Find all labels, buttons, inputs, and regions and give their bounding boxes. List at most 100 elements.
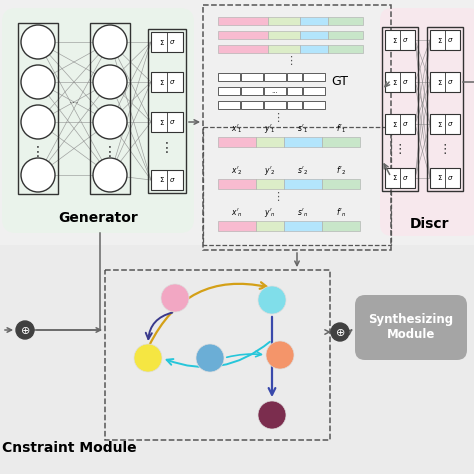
Bar xyxy=(218,179,256,189)
Circle shape xyxy=(258,401,286,429)
Text: Generator: Generator xyxy=(58,211,138,225)
Bar xyxy=(385,30,415,50)
Bar xyxy=(385,114,415,134)
Text: $\Sigma$: $\Sigma$ xyxy=(392,36,398,45)
Bar xyxy=(430,168,460,188)
Text: $\sigma$: $\sigma$ xyxy=(169,176,176,184)
Text: $f'_1$: $f'_1$ xyxy=(336,122,346,135)
Text: $\sigma$: $\sigma$ xyxy=(447,120,454,128)
Text: $\Sigma$: $\Sigma$ xyxy=(437,78,443,86)
Bar xyxy=(300,31,328,39)
Bar xyxy=(287,73,302,81)
Bar xyxy=(328,45,363,53)
Bar xyxy=(256,179,284,189)
Bar xyxy=(303,101,325,109)
Text: $f'_2$: $f'_2$ xyxy=(336,164,346,177)
Text: ⋮: ⋮ xyxy=(160,141,174,155)
Bar xyxy=(218,73,240,81)
Bar xyxy=(427,27,463,191)
Circle shape xyxy=(161,284,189,312)
FancyBboxPatch shape xyxy=(355,295,467,360)
Circle shape xyxy=(331,323,349,341)
Text: $\Sigma$: $\Sigma$ xyxy=(158,78,164,86)
Bar xyxy=(287,101,302,109)
Circle shape xyxy=(134,344,162,372)
Text: $x'_1$: $x'_1$ xyxy=(231,122,243,135)
Bar xyxy=(382,27,418,191)
Bar xyxy=(268,45,300,53)
Bar xyxy=(218,87,240,95)
Text: ...: ... xyxy=(272,88,278,94)
Text: $\Sigma$: $\Sigma$ xyxy=(158,175,164,184)
Text: $\sigma$: $\sigma$ xyxy=(402,174,409,182)
Circle shape xyxy=(93,158,127,192)
Bar xyxy=(264,101,286,109)
Circle shape xyxy=(93,65,127,99)
Bar xyxy=(264,87,286,95)
Circle shape xyxy=(21,65,55,99)
Text: GT: GT xyxy=(331,74,348,88)
Circle shape xyxy=(21,25,55,59)
Bar xyxy=(151,72,183,92)
Text: $\Sigma$: $\Sigma$ xyxy=(392,78,398,86)
Bar xyxy=(430,72,460,92)
Text: $s'_2$: $s'_2$ xyxy=(298,164,309,177)
Bar xyxy=(203,5,391,250)
Bar xyxy=(151,32,183,52)
Text: $\Sigma$: $\Sigma$ xyxy=(392,119,398,128)
Bar xyxy=(241,73,263,81)
Text: $\sigma$: $\sigma$ xyxy=(447,78,454,86)
Bar xyxy=(430,30,460,50)
Bar xyxy=(256,137,284,147)
Bar xyxy=(303,87,325,95)
Text: $y'_2$: $y'_2$ xyxy=(264,164,276,177)
Text: ⋮: ⋮ xyxy=(31,145,45,159)
Bar xyxy=(268,31,300,39)
Text: $s'_1$: $s'_1$ xyxy=(298,122,309,135)
Bar xyxy=(241,101,263,109)
Bar xyxy=(241,87,263,95)
Bar xyxy=(218,137,256,147)
Text: $\sigma$: $\sigma$ xyxy=(402,120,409,128)
Text: $\oplus$: $\oplus$ xyxy=(20,325,30,336)
Circle shape xyxy=(93,25,127,59)
Bar xyxy=(218,17,268,25)
Text: $x'_2$: $x'_2$ xyxy=(231,164,243,177)
Text: $\sigma$: $\sigma$ xyxy=(447,174,454,182)
Bar xyxy=(218,221,256,231)
Text: $\Sigma$: $\Sigma$ xyxy=(437,173,443,182)
Bar xyxy=(284,137,322,147)
Bar xyxy=(218,101,240,109)
Text: Synthesizing
Module: Synthesizing Module xyxy=(368,313,454,341)
Text: Cnstraint Module: Cnstraint Module xyxy=(2,441,137,455)
Bar xyxy=(385,168,415,188)
Bar xyxy=(264,73,286,81)
Text: ...: ... xyxy=(69,95,80,105)
Bar xyxy=(0,245,474,474)
Text: ⋮: ⋮ xyxy=(439,144,451,156)
FancyBboxPatch shape xyxy=(2,8,194,233)
Circle shape xyxy=(258,286,286,314)
Text: ⋮: ⋮ xyxy=(394,144,406,156)
Bar xyxy=(328,17,363,25)
Text: Discr: Discr xyxy=(410,217,450,231)
Bar xyxy=(287,87,302,95)
Circle shape xyxy=(21,105,55,139)
Bar xyxy=(218,31,268,39)
Text: $\sigma$: $\sigma$ xyxy=(169,38,176,46)
Text: $\Sigma$: $\Sigma$ xyxy=(158,118,164,127)
Circle shape xyxy=(196,344,224,372)
FancyBboxPatch shape xyxy=(380,8,474,236)
Text: $s'_n$: $s'_n$ xyxy=(297,207,309,219)
Circle shape xyxy=(21,158,55,192)
Text: $\sigma$: $\sigma$ xyxy=(402,36,409,44)
Text: $y'_1$: $y'_1$ xyxy=(264,122,276,135)
Text: $\Sigma$: $\Sigma$ xyxy=(158,37,164,46)
Bar xyxy=(151,112,183,132)
Text: $\sigma$: $\sigma$ xyxy=(169,78,176,86)
Bar xyxy=(284,221,322,231)
Text: $\sigma$: $\sigma$ xyxy=(447,36,454,44)
Text: $\sigma$: $\sigma$ xyxy=(402,78,409,86)
Bar xyxy=(256,221,284,231)
Bar xyxy=(322,221,360,231)
